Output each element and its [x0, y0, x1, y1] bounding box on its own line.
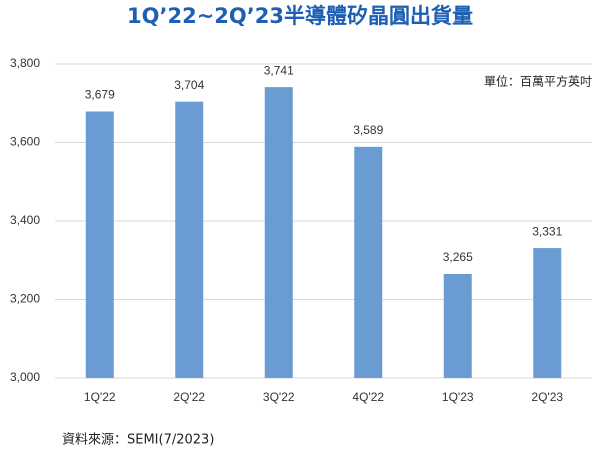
unit-note: 單位：百萬平方英吋: [484, 74, 592, 89]
x-tick-label: 3Q'22: [263, 390, 295, 404]
source-note: 資料來源：SEMI(7/2023): [62, 433, 214, 448]
x-tick-label: 1Q'23: [442, 390, 474, 404]
bar: [533, 248, 562, 378]
bar: [85, 111, 114, 379]
bar: [443, 273, 472, 378]
bar: [175, 101, 204, 379]
y-tick-label: 3,200: [10, 292, 40, 306]
value-label: 3,589: [353, 123, 383, 137]
bar: [264, 87, 293, 378]
x-tick-label: 1Q'22: [84, 390, 116, 404]
y-tick-label: 3,400: [10, 213, 40, 227]
y-tick-label: 3,800: [10, 56, 40, 70]
value-label: 3,679: [85, 88, 115, 102]
value-label: 3,741: [264, 63, 294, 77]
x-tick-label: 2Q'22: [173, 390, 205, 404]
value-label: 3,331: [532, 224, 562, 238]
chart-title: 1Q’22~2Q’23半導體矽晶圓出貨量: [127, 4, 473, 28]
bar: [354, 146, 383, 378]
x-tick-label: 2Q'23: [531, 390, 563, 404]
y-tick-label: 3,000: [10, 370, 40, 384]
value-label: 3,265: [443, 250, 473, 264]
value-label: 3,704: [174, 78, 204, 92]
x-tick-label: 4Q'22: [352, 390, 384, 404]
y-tick-label: 3,600: [10, 135, 40, 149]
